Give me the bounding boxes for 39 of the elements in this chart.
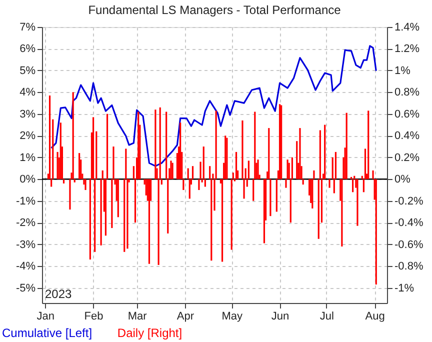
y2-tick-label: 0.2% <box>394 152 420 164</box>
text: Cumulative [Left] <box>2 326 92 340</box>
y2-tick-label: 1.4% <box>394 22 420 34</box>
y-tick-label: 5% <box>20 64 36 77</box>
y-tick-label: -1% <box>16 195 36 208</box>
x-tick-label: May <box>222 310 243 322</box>
x-tick-label: Jun <box>271 310 290 322</box>
y2-tick-label: 0.4% <box>394 130 420 142</box>
chart-title: Fundamental LS Managers - Total Performance <box>88 3 342 17</box>
y2-tick-label: 1% <box>394 64 411 77</box>
x-tick-label: Aug <box>365 310 385 322</box>
y-tick-label: 2% <box>20 130 36 142</box>
text: Daily [Right] <box>117 326 182 340</box>
y-tick-label: 6% <box>20 43 36 56</box>
y2-tick-label: 0.6% <box>394 108 420 120</box>
y2-tick-label: 0% <box>394 174 411 186</box>
y-tick-label: -5% <box>16 282 36 294</box>
y-tick-label: 7% <box>20 22 36 34</box>
x-tick-label: Jan <box>36 310 54 322</box>
annotation: 2023 <box>45 287 72 301</box>
x-tick-label: Jul <box>320 310 334 322</box>
y-tick-label: 0% <box>20 174 36 186</box>
x-tick-label: Apr <box>176 310 194 322</box>
y2-tick-label: -0.6% <box>394 238 424 251</box>
y-tick-label: -2% <box>16 217 36 230</box>
line-series <box>50 45 377 167</box>
y2-tick-label: -1% <box>394 282 414 294</box>
y-tick-label: 1% <box>20 152 36 164</box>
x-tick-label: Mar <box>128 310 148 322</box>
y-tick-label: -4% <box>16 260 36 273</box>
y2-tick-label: 1.2% <box>394 43 420 56</box>
y2-tick-label: 0.8% <box>394 86 420 99</box>
y2-tick-label: -0.4% <box>394 217 424 230</box>
y2-tick-label: -0.2% <box>394 195 424 208</box>
y2-tick-label: -0.8% <box>394 260 424 273</box>
y-tick-label: 3% <box>20 108 36 120</box>
x-tick-label: Feb <box>84 310 104 322</box>
y-tick-label: 4% <box>20 86 36 99</box>
y-tick-label: -3% <box>16 238 36 251</box>
